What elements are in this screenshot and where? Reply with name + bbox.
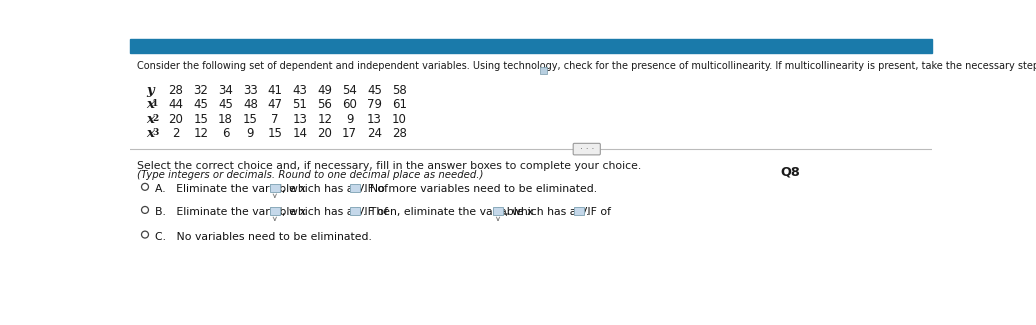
Text: 43: 43 [292,84,308,97]
FancyBboxPatch shape [350,207,361,215]
Text: 3: 3 [152,128,159,137]
Text: 45: 45 [219,98,233,111]
Text: 49: 49 [317,84,333,97]
Text: 12: 12 [194,127,208,140]
Text: 7: 7 [271,113,279,126]
Text: Select the correct choice and, if necessary, fill in the answer boxes to complet: Select the correct choice and, if necess… [137,161,641,171]
Text: . No more variables need to be eliminated.: . No more variables need to be eliminate… [363,184,597,194]
Text: 17: 17 [342,127,357,140]
Text: B.   Eliminate the variable x: B. Eliminate the variable x [155,207,306,217]
Text: (Type integers or decimals. Round to one decimal place as needed.): (Type integers or decimals. Round to one… [137,170,484,180]
Text: 12: 12 [317,113,333,126]
Text: 60: 60 [342,98,357,111]
Text: 45: 45 [367,84,382,97]
Text: , which has a VIF of: , which has a VIF of [282,184,388,194]
Text: 13: 13 [367,113,382,126]
Text: 47: 47 [267,98,283,111]
Text: 10: 10 [392,113,407,126]
Text: 33: 33 [243,84,258,97]
Text: Consider the following set of dependent and independent variables. Using technol: Consider the following set of dependent … [137,60,1036,71]
FancyBboxPatch shape [269,207,280,215]
Text: 2: 2 [152,114,159,124]
Text: 13: 13 [292,113,308,126]
Text: , which has a VIF of: , which has a VIF of [506,207,611,217]
Text: 79: 79 [367,98,382,111]
Text: 44: 44 [169,98,183,111]
Text: A.   Eliminate the variable x: A. Eliminate the variable x [155,184,306,194]
Text: 20: 20 [317,127,333,140]
Text: 32: 32 [194,84,208,97]
Text: · · ·: · · · [579,145,594,154]
Text: 51: 51 [292,98,308,111]
Text: 56: 56 [317,98,333,111]
Text: 18: 18 [219,113,233,126]
Text: 34: 34 [219,84,233,97]
FancyBboxPatch shape [574,207,583,215]
Text: 28: 28 [169,84,183,97]
Text: y: y [146,84,154,97]
Text: .: . [586,207,589,217]
FancyBboxPatch shape [573,143,600,155]
Text: . Then, eliminate the variable x: . Then, eliminate the variable x [363,207,534,217]
Text: 15: 15 [243,113,258,126]
Text: 2: 2 [172,127,180,140]
Text: 15: 15 [267,127,283,140]
FancyBboxPatch shape [350,184,361,192]
Bar [540,68,547,74]
Text: 9: 9 [346,113,353,126]
Text: 61: 61 [392,98,407,111]
Bar [130,39,932,53]
Text: 1: 1 [152,99,159,108]
Text: x: x [146,113,154,126]
Text: 58: 58 [392,84,406,97]
Text: 48: 48 [243,98,258,111]
Text: 41: 41 [267,84,283,97]
Text: x: x [146,98,154,111]
Text: Q8: Q8 [780,165,800,178]
Text: 9: 9 [247,127,254,140]
FancyBboxPatch shape [269,184,280,192]
Text: 28: 28 [392,127,407,140]
Text: , which has a VIF of: , which has a VIF of [282,207,388,217]
Text: x: x [146,127,154,140]
Text: C.   No variables need to be eliminated.: C. No variables need to be eliminated. [155,231,372,241]
FancyBboxPatch shape [493,207,503,215]
Text: 15: 15 [194,113,208,126]
Text: 24: 24 [367,127,382,140]
Text: 20: 20 [169,113,183,126]
Text: 6: 6 [222,127,229,140]
Text: 54: 54 [342,84,357,97]
Text: 45: 45 [194,98,208,111]
Text: 14: 14 [292,127,308,140]
